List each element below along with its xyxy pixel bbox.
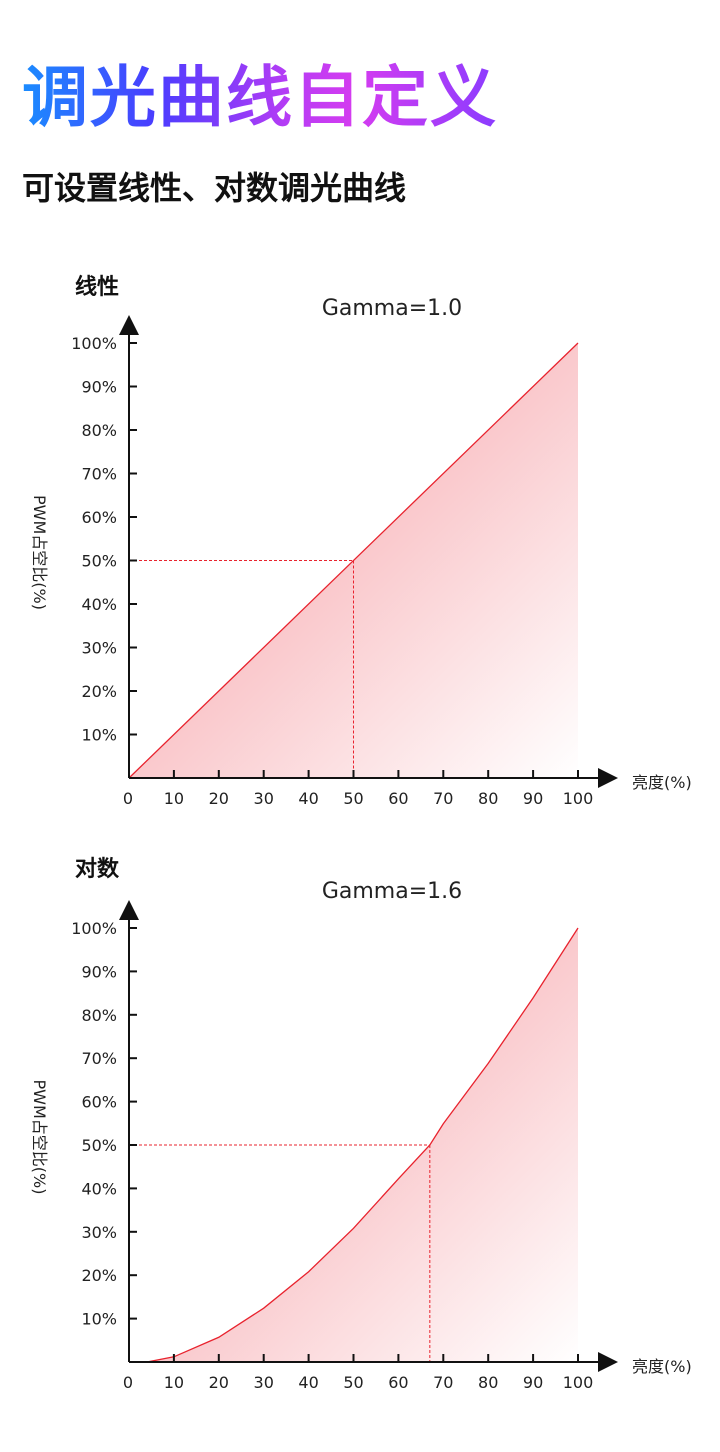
y-tick-label: 70% <box>81 465 117 484</box>
y-tick-label: 40% <box>81 1179 117 1198</box>
curve-fill <box>146 928 578 1362</box>
section-label: 对数 <box>75 856 120 882</box>
y-tick-label: 70% <box>81 1049 117 1068</box>
x-tick-label: 10 <box>164 789 184 808</box>
x-tick-label: 80 <box>478 789 498 808</box>
x-tick-label: 20 <box>209 1373 229 1392</box>
x-tick-label: 90 <box>523 789 543 808</box>
section-label: 线性 <box>75 274 119 300</box>
y-tick-label: 100% <box>71 919 117 938</box>
page-subtitle: 可设置线性、对数调光曲线 <box>22 169 407 207</box>
x-tick-label: 40 <box>298 1373 318 1392</box>
y-tick-label: 20% <box>81 1266 117 1285</box>
x-tick-label: 100 <box>563 789 594 808</box>
y-tick-label: 60% <box>81 1093 117 1112</box>
y-tick-label: 30% <box>81 639 117 658</box>
chart-title: Gamma=1.0 <box>322 296 462 321</box>
y-tick-label: 30% <box>81 1223 117 1242</box>
x-tick-label: 0 <box>123 1373 133 1392</box>
x-tick-label: 50 <box>343 789 363 808</box>
y-tick-label: 40% <box>81 595 117 614</box>
y-tick-label: 20% <box>81 682 117 701</box>
x-tick-label: 90 <box>523 1373 543 1392</box>
page-title: 调光曲线自定义 <box>22 59 498 136</box>
y-tick-label: 10% <box>81 1310 117 1329</box>
log-chart: 对数 Gamma=1.6 0 10 20 30 40 50 60 70 80 90 100 10% 20% 3… <box>30 856 692 1392</box>
linear-chart: 线性 Gamma=1.0 0 10 20 30 40 50 60 70 80 90 100 10% 20% 3… <box>30 274 692 808</box>
x-tick-label: 80 <box>478 1373 498 1392</box>
y-tick-label: 90% <box>81 378 117 397</box>
y-tick-label: 50% <box>81 552 117 571</box>
y-tick-label: 50% <box>81 1136 117 1155</box>
x-tick-label: 30 <box>254 789 274 808</box>
x-tick-label: 60 <box>388 1373 408 1392</box>
x-tick-label: 50 <box>343 1373 363 1392</box>
y-axis-label: PWM占空比(%) <box>30 495 49 610</box>
y-axis-label: PWM占空比(%) <box>30 1080 49 1195</box>
y-tick-label: 60% <box>81 508 117 527</box>
x-axis-label: 亮度(%) <box>632 773 692 792</box>
chart-title: Gamma=1.6 <box>322 879 462 904</box>
x-axis-label: 亮度(%) <box>632 1357 692 1376</box>
x-tick-label: 0 <box>123 789 133 808</box>
x-tick-label: 70 <box>433 789 453 808</box>
x-tick-label: 20 <box>209 789 229 808</box>
y-tick-label: 90% <box>81 962 117 981</box>
x-tick-label: 30 <box>254 1373 274 1392</box>
x-tick-label: 100 <box>563 1373 594 1392</box>
y-tick-label: 10% <box>81 726 117 745</box>
x-tick-label: 40 <box>298 789 318 808</box>
x-tick-label: 60 <box>388 789 408 808</box>
x-tick-label: 10 <box>164 1373 184 1392</box>
y-tick-label: 80% <box>81 421 117 440</box>
curve-line <box>146 927 579 1363</box>
y-tick-label: 80% <box>81 1006 117 1025</box>
y-tick-label: 100% <box>71 334 117 353</box>
x-tick-label: 70 <box>433 1373 453 1392</box>
